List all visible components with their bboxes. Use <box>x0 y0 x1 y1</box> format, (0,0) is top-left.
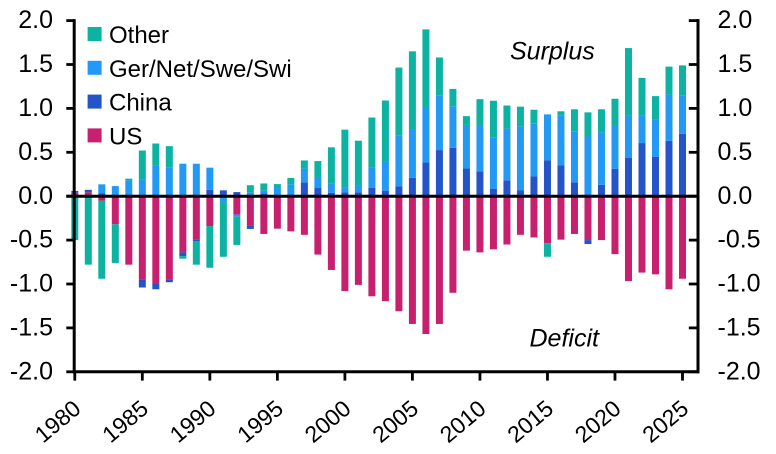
svg-text:2.0: 2.0 <box>18 6 53 34</box>
svg-text:2015: 2015 <box>502 395 558 448</box>
svg-text:1.5: 1.5 <box>18 50 53 78</box>
svg-text:China: China <box>109 90 172 117</box>
svg-text:0.5: 0.5 <box>18 138 53 166</box>
svg-text:-1.5: -1.5 <box>718 314 761 342</box>
svg-text:2.0: 2.0 <box>718 6 753 34</box>
svg-text:-2.0: -2.0 <box>10 357 53 385</box>
svg-text:-1.0: -1.0 <box>718 270 761 298</box>
svg-text:0.0: 0.0 <box>18 182 53 210</box>
svg-text:2005: 2005 <box>367 395 423 448</box>
svg-text:1980: 1980 <box>30 395 86 448</box>
svg-text:1.0: 1.0 <box>718 94 753 122</box>
svg-text:US: US <box>109 123 142 150</box>
svg-text:1.0: 1.0 <box>18 94 53 122</box>
svg-text:1995: 1995 <box>232 395 288 448</box>
svg-text:1.5: 1.5 <box>718 50 753 78</box>
svg-text:-0.5: -0.5 <box>718 226 761 254</box>
svg-text:2025: 2025 <box>637 395 693 448</box>
svg-text:0.5: 0.5 <box>718 138 753 166</box>
svg-text:Ger/Net/Swe/Swi: Ger/Net/Swe/Swi <box>109 56 292 83</box>
svg-text:1985: 1985 <box>97 395 153 448</box>
svg-text:2000: 2000 <box>300 395 356 448</box>
svg-text:Other: Other <box>109 22 169 49</box>
svg-text:2010: 2010 <box>435 395 491 448</box>
svg-text:Deficit: Deficit <box>530 324 601 352</box>
svg-text:-2.0: -2.0 <box>718 357 761 385</box>
svg-text:-1.5: -1.5 <box>10 314 53 342</box>
svg-text:-1.0: -1.0 <box>10 270 53 298</box>
svg-text:2020: 2020 <box>570 395 626 448</box>
svg-text:0.0: 0.0 <box>718 182 753 210</box>
svg-text:-0.5: -0.5 <box>10 226 53 254</box>
svg-text:1990: 1990 <box>165 395 221 448</box>
svg-text:Surplus: Surplus <box>510 37 595 65</box>
